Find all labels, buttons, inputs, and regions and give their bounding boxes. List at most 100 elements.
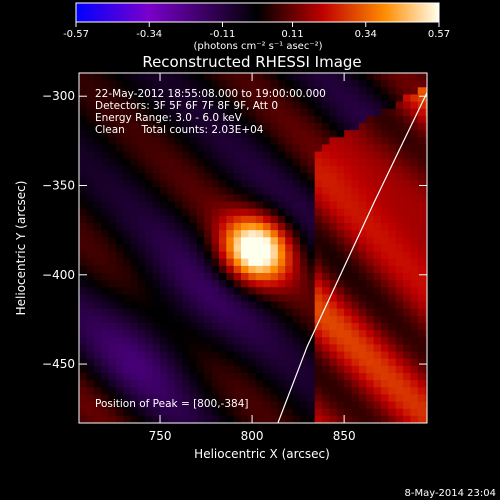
heatmap-cell — [433, 73, 441, 81]
heatmap-cell — [395, 180, 404, 188]
heatmap-cell — [93, 373, 102, 381]
heatmap-cell — [263, 337, 272, 346]
heatmap-cell — [167, 351, 176, 360]
heatmap-cell — [241, 115, 249, 124]
heatmap-cell — [380, 273, 389, 281]
heatmap-cell — [204, 315, 213, 324]
heatmap-cell — [241, 323, 249, 331]
heatmap-cell — [263, 280, 272, 288]
heatmap-cell — [248, 273, 257, 281]
heatmap-cell — [299, 130, 308, 138]
heatmap-cell — [255, 401, 264, 410]
heatmap-cell — [79, 123, 87, 131]
heatmap-cell — [174, 187, 183, 196]
heatmap-cell — [233, 215, 242, 224]
heatmap-cell — [115, 251, 124, 260]
heatmap-cell — [255, 373, 264, 381]
heatmap-cell — [93, 358, 102, 367]
heatmap-cell — [322, 273, 331, 281]
heatmap-cell — [160, 237, 168, 246]
heatmap-cell — [292, 280, 301, 288]
heatmap-cell — [366, 173, 375, 181]
y-tick-label: −300 — [42, 89, 75, 103]
heatmap-cell — [358, 230, 367, 238]
heatmap-cell — [79, 294, 87, 303]
heatmap-cell — [145, 337, 154, 346]
heatmap-cell — [218, 287, 227, 296]
heatmap-cell — [211, 387, 220, 396]
heatmap-cell — [344, 94, 353, 103]
heatmap-cell — [329, 180, 338, 188]
heatmap-cell — [145, 330, 154, 338]
heatmap-cell — [226, 87, 235, 96]
heatmap-cell — [270, 265, 279, 274]
heatmap-cell — [233, 315, 242, 324]
heatmap-cell — [373, 380, 382, 388]
heatmap-cell — [137, 265, 146, 274]
heatmap-cell — [344, 380, 353, 388]
heatmap-cell — [314, 380, 323, 388]
heatmap-cell — [336, 415, 345, 423]
heatmap-cell — [388, 387, 397, 396]
colorbar-unit-label: (photons cm⁻² s⁻¹ asec⁻²) — [193, 41, 322, 52]
heatmap-cell — [226, 244, 235, 253]
heatmap-cell — [204, 137, 213, 146]
heatmap-cell — [233, 387, 242, 396]
heatmap-cell — [403, 237, 412, 246]
heatmap-cell — [329, 194, 338, 203]
heatmap-cell — [167, 408, 176, 417]
heatmap-cell — [248, 301, 257, 310]
heatmap-cell — [329, 158, 338, 167]
heatmap-cell — [292, 73, 301, 81]
heatmap-cell — [182, 215, 191, 224]
heatmap-cell — [380, 173, 389, 181]
heatmap-cell — [93, 215, 102, 224]
heatmap-cell — [93, 130, 102, 138]
heatmap-cell — [403, 173, 412, 181]
heatmap-cell — [270, 115, 279, 124]
heatmap-cell — [101, 73, 110, 81]
heatmap-cell — [381, 423, 389, 431]
heatmap-cell — [211, 273, 220, 281]
heatmap-cell — [270, 244, 279, 253]
heatmap-cell — [204, 294, 213, 303]
heatmap-cell — [299, 165, 308, 174]
heatmap-cell — [115, 173, 124, 181]
heatmap-cell — [373, 315, 382, 324]
heatmap-cell — [270, 137, 279, 146]
heatmap-cell — [189, 187, 198, 196]
heatmap-cell — [152, 158, 161, 167]
heatmap-cell — [130, 337, 139, 346]
heatmap-cell — [226, 80, 235, 88]
heatmap-cell — [174, 180, 183, 188]
heatmap-cell — [410, 315, 419, 324]
heatmap-cell — [115, 158, 124, 167]
heatmap-cell — [315, 423, 323, 431]
heatmap-cell — [373, 344, 382, 353]
heatmap-cell — [417, 187, 426, 196]
heatmap-cell — [359, 423, 367, 431]
heatmap-cell — [123, 201, 132, 210]
heatmap-cell — [307, 423, 315, 431]
heatmap-cell — [270, 358, 279, 367]
heatmap-cell — [425, 265, 427, 274]
heatmap-cell — [108, 401, 117, 410]
heatmap-cell — [233, 373, 242, 381]
heatmap-cell — [285, 315, 294, 324]
heatmap-cell — [93, 351, 102, 360]
heatmap-cell — [373, 323, 382, 331]
heatmap-cell — [182, 158, 191, 167]
heatmap-cell — [115, 108, 124, 117]
heatmap-cell — [380, 301, 389, 310]
heatmap-cell — [403, 151, 412, 160]
heatmap-cell — [123, 294, 132, 303]
heatmap-cell — [351, 265, 360, 274]
heatmap-cell — [314, 115, 323, 124]
heatmap-cell — [373, 80, 382, 88]
heatmap-cell — [373, 151, 382, 160]
heatmap-cell — [285, 387, 294, 396]
heatmap-cell — [137, 194, 146, 203]
heatmap-cell — [241, 73, 249, 81]
heatmap-cell — [233, 358, 242, 367]
heatmap-cell — [292, 101, 301, 110]
